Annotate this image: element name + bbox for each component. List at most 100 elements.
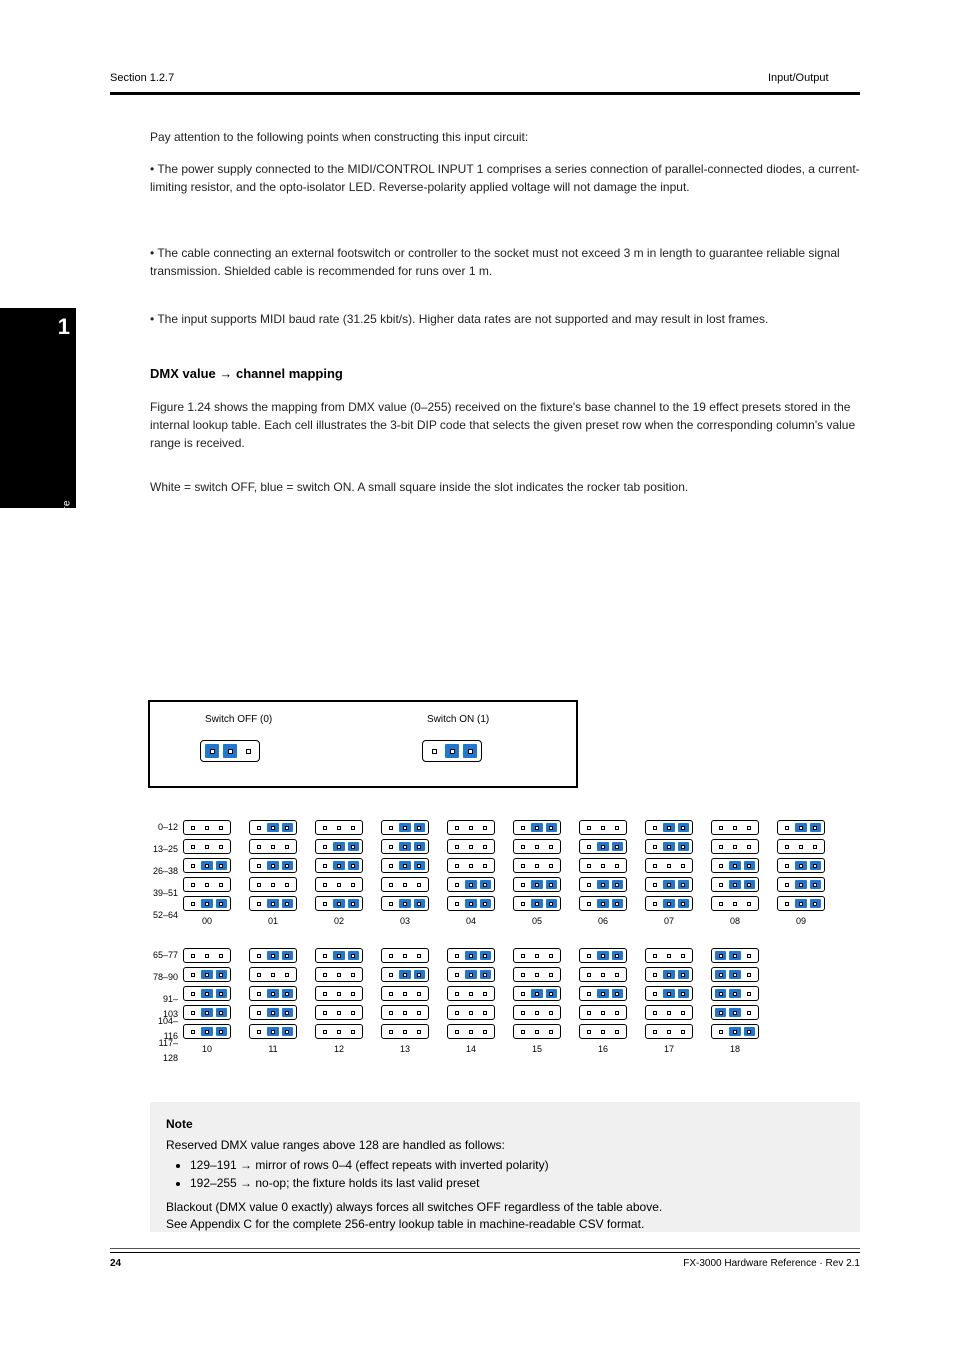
- dip-slot-on: [729, 880, 740, 889]
- dip-slot-off: [414, 989, 425, 998]
- dip-pip: [549, 954, 553, 958]
- dip-pip: [653, 883, 657, 887]
- dip-pip: [667, 992, 671, 996]
- dip-slot-off: [583, 970, 594, 979]
- dip-pip: [667, 1011, 671, 1015]
- dip-switch: [183, 820, 231, 835]
- dip-slot-on: [414, 970, 425, 979]
- dip-slot-on: [201, 1008, 212, 1017]
- dip-slot-off: [385, 861, 396, 870]
- dip-slot-on: [729, 989, 740, 998]
- dip-pip: [799, 845, 803, 849]
- dip-slot-off: [319, 861, 330, 870]
- dip-pip: [615, 902, 619, 906]
- dip-switch: [249, 948, 297, 963]
- dip-pip: [667, 902, 671, 906]
- dip-pip: [785, 902, 789, 906]
- grid-row-label: 65–77: [148, 948, 178, 963]
- dip-slot-off: [319, 880, 330, 889]
- dip-slot-off: [451, 823, 462, 832]
- dip-pip: [483, 845, 487, 849]
- dip-slot-on: [663, 970, 674, 979]
- dip-slot-off: [187, 951, 198, 960]
- dip-slot-off: [663, 1027, 674, 1036]
- grid-col-label: 17: [645, 1044, 693, 1054]
- dip-pip: [205, 992, 209, 996]
- dip-slot-on: [445, 744, 459, 758]
- dip-pip: [257, 1030, 261, 1034]
- dip-slot-off: [427, 744, 441, 758]
- dip-pip: [667, 864, 671, 868]
- dip-pip: [521, 845, 525, 849]
- dip-slot-on: [223, 744, 237, 758]
- dip-pip: [785, 883, 789, 887]
- dip-slot-off: [715, 823, 726, 832]
- dip-slot-off: [649, 842, 660, 851]
- dip-slot-on: [348, 899, 359, 908]
- dip-switch: [711, 877, 759, 892]
- dip-slot-on: [612, 951, 623, 960]
- dip-slot-off: [465, 823, 476, 832]
- grid-row-label: 91–103: [148, 992, 178, 1007]
- dip-pip: [469, 1030, 473, 1034]
- grid-column: 10: [183, 948, 231, 1054]
- dip-switch: [249, 839, 297, 854]
- dip-pip: [455, 826, 459, 830]
- dip-pip: [667, 826, 671, 830]
- dip-pip: [337, 864, 341, 868]
- dip-slot-on: [795, 880, 806, 889]
- dip-pip: [323, 902, 327, 906]
- dip-slot-on: [216, 1008, 227, 1017]
- dip-slot-off: [729, 899, 740, 908]
- dip-pip: [469, 826, 473, 830]
- dip-pip: [455, 845, 459, 849]
- dip-slot-off: [451, 989, 462, 998]
- grid-column: 14: [447, 948, 495, 1054]
- dip-pip: [653, 954, 657, 958]
- dip-pip: [521, 864, 525, 868]
- dip-slot-off: [649, 1008, 660, 1017]
- dip-slot-off: [583, 1008, 594, 1017]
- dip-slot-on: [399, 861, 410, 870]
- dip-slot-on: [465, 970, 476, 979]
- dip-slot-on: [597, 880, 608, 889]
- legend-on-dip: [422, 740, 482, 762]
- dip-pip: [469, 992, 473, 996]
- dip-pip: [587, 1011, 591, 1015]
- dip-slot-off: [465, 1008, 476, 1017]
- dip-pip: [483, 864, 487, 868]
- dip-slot-on: [612, 880, 623, 889]
- dip-slot-on: [399, 970, 410, 979]
- dip-pip: [257, 864, 261, 868]
- dip-pip: [285, 864, 289, 868]
- grid-col-label: 11: [249, 1044, 297, 1054]
- dip-pip: [549, 902, 553, 906]
- dip-switch: [645, 877, 693, 892]
- dip-slot-off: [612, 823, 623, 832]
- dip-switch: [447, 877, 495, 892]
- dip-pip: [587, 992, 591, 996]
- side-tab: 1 Hardware: [0, 308, 76, 508]
- dip-slot-on: [201, 970, 212, 979]
- dip-pip: [733, 845, 737, 849]
- dip-switch: [381, 820, 429, 835]
- dip-slot-off: [451, 970, 462, 979]
- section-heading-dmx: DMX value → channel mapping: [150, 366, 343, 381]
- dip-pip: [601, 973, 605, 977]
- dip-slot-off: [385, 989, 396, 998]
- dip-pip: [653, 992, 657, 996]
- dip-slot-off: [729, 823, 740, 832]
- dip-pip: [549, 826, 553, 830]
- legend-card: Switch OFF (0) Switch ON (1): [148, 700, 578, 788]
- grid-col-label: 06: [579, 916, 627, 926]
- dip-pip: [417, 826, 421, 830]
- dip-slot-on: [612, 899, 623, 908]
- dip-slot-on: [282, 861, 293, 870]
- dip-pip: [271, 883, 275, 887]
- dip-pip: [667, 954, 671, 958]
- dip-pip: [228, 749, 233, 754]
- dip-slot-on: [282, 1027, 293, 1036]
- dip-pip: [285, 883, 289, 887]
- dip-slot-off: [267, 842, 278, 851]
- dip-slot-off: [187, 1008, 198, 1017]
